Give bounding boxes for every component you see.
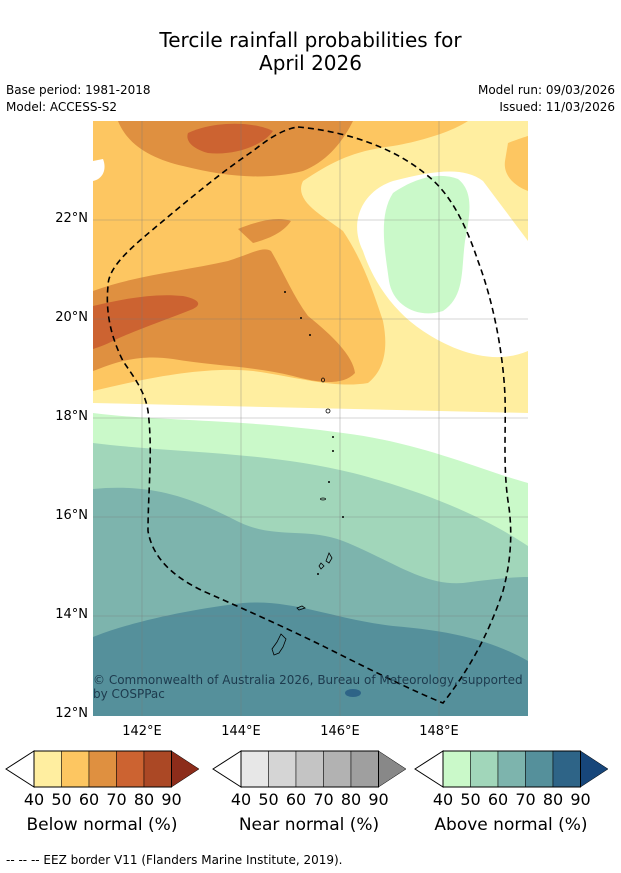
issued-date: Issued: 11/03/2026 bbox=[499, 100, 615, 114]
colorbar-above-under bbox=[414, 750, 444, 788]
cb-below-tick-90: 90 bbox=[161, 790, 182, 809]
island-guguan bbox=[332, 436, 334, 438]
island-farallon bbox=[328, 481, 330, 483]
colorbar-below-50-60 bbox=[61, 750, 90, 788]
model-name: Model: ACCESS-S2 bbox=[6, 100, 118, 114]
colorbar-below-40-50 bbox=[33, 750, 62, 788]
cb-below-tick-70: 70 bbox=[106, 790, 127, 809]
map-title-line1: Tercile rainfall probabilities for bbox=[159, 28, 462, 52]
colorbar-near-60-70 bbox=[295, 750, 324, 788]
cb-above-tick-80: 80 bbox=[542, 790, 564, 809]
below-60-region bbox=[93, 249, 355, 382]
lat-label-14: 14°N bbox=[55, 607, 88, 622]
copyright-note: © Commonwealth of Australia 2026, Bureau… bbox=[93, 673, 523, 701]
rainfall-probability-map bbox=[93, 121, 528, 716]
lat-label-16: 16°N bbox=[55, 508, 88, 523]
cb-above-tick-90: 90 bbox=[570, 790, 591, 809]
island-zealandia bbox=[332, 450, 334, 452]
island-medinilla bbox=[317, 573, 319, 575]
colorbar-near-over bbox=[378, 750, 407, 788]
lat-label-22: 22°N bbox=[55, 211, 88, 226]
colorbar-above-over bbox=[580, 750, 609, 788]
cb-below-tick-80: 80 bbox=[133, 790, 155, 809]
colorbar-above-40-50 bbox=[442, 750, 471, 788]
above-40-patch-ne bbox=[383, 175, 470, 314]
island-alamagan bbox=[321, 377, 325, 383]
lat-label-20: 20°N bbox=[55, 310, 88, 325]
island-sarigan bbox=[325, 408, 331, 414]
cb-below-tick-40: 40 bbox=[23, 790, 45, 809]
cb-near-tick-60: 60 bbox=[285, 790, 307, 809]
lat-label-12: 12°N bbox=[55, 706, 88, 721]
colorbar-below-under bbox=[5, 750, 35, 788]
below-60-patch bbox=[238, 218, 291, 243]
colorbar-below-over bbox=[171, 750, 200, 788]
lat-label-18: 18°N bbox=[55, 409, 88, 424]
cb-above-tick-60: 60 bbox=[487, 790, 509, 809]
colorbar-below-60-70 bbox=[88, 750, 117, 788]
white-cut-nw bbox=[93, 159, 105, 181]
cb-below-tick-50: 50 bbox=[51, 790, 72, 809]
seamount-patch bbox=[345, 689, 361, 697]
cb-near-tick-70: 70 bbox=[313, 790, 334, 809]
colorbar-above-50-60 bbox=[470, 750, 499, 788]
colorbar-above-70-80 bbox=[525, 750, 554, 788]
eez-border bbox=[106, 126, 512, 704]
above-70-region bbox=[93, 602, 528, 716]
colorbar-above-80-90 bbox=[552, 750, 581, 788]
map-title-line2: April 2026 bbox=[259, 51, 362, 75]
colorbar-near-under bbox=[212, 750, 242, 788]
colorbar-below-80-90 bbox=[143, 750, 172, 788]
cb-above-tick-40: 40 bbox=[432, 790, 454, 809]
colorbar-near-70-80 bbox=[323, 750, 352, 788]
cb-above-tick-70: 70 bbox=[515, 790, 536, 809]
cb-above-tick-50: 50 bbox=[460, 790, 481, 809]
colorbar-above-60-70 bbox=[497, 750, 526, 788]
cb-near-tick-90: 90 bbox=[368, 790, 389, 809]
eez-footnote: -- -- -- EEZ border V11 (Flanders Marine… bbox=[6, 853, 343, 867]
colorbar-below-70-80 bbox=[116, 750, 145, 788]
island-guam bbox=[271, 633, 287, 656]
cb-near-tick-80: 80 bbox=[340, 790, 362, 809]
island-asuncion bbox=[309, 334, 311, 336]
lon-label-144: 144°E bbox=[221, 724, 261, 739]
cb-near-tick-50: 50 bbox=[258, 790, 279, 809]
island-tinian bbox=[318, 562, 325, 570]
colorbar-near bbox=[212, 750, 407, 788]
island-saipan bbox=[325, 552, 333, 564]
colorbar-near-80-90 bbox=[350, 750, 379, 788]
colorbar-near-50-60 bbox=[268, 750, 297, 788]
colorbar-above-title: Above normal (%) bbox=[434, 815, 588, 835]
island-pagan bbox=[284, 291, 286, 293]
model-run: Model run: 09/03/2026 bbox=[477, 83, 615, 97]
colorbar-near-40-50 bbox=[240, 750, 269, 788]
below-40-patch-east bbox=[504, 136, 528, 191]
colorbar-above bbox=[414, 750, 609, 788]
cb-near-tick-40: 40 bbox=[230, 790, 252, 809]
below-70-region-north bbox=[187, 123, 273, 154]
below-70-region bbox=[93, 295, 199, 349]
island-aguijan bbox=[342, 516, 344, 518]
cb-below-tick-60: 60 bbox=[78, 790, 100, 809]
island-agrihan bbox=[300, 317, 302, 319]
lon-label-142: 142°E bbox=[122, 724, 162, 739]
colorbar-below-title: Below normal (%) bbox=[26, 815, 178, 835]
lon-label-148: 148°E bbox=[419, 724, 459, 739]
island-rota bbox=[296, 605, 306, 611]
colorbar-near-title: Near normal (%) bbox=[238, 815, 380, 835]
island-anatahan bbox=[320, 497, 326, 501]
base-period: Base period: 1981-2018 bbox=[6, 83, 151, 97]
lon-label-146: 146°E bbox=[320, 724, 360, 739]
colorbar-below bbox=[5, 750, 200, 788]
